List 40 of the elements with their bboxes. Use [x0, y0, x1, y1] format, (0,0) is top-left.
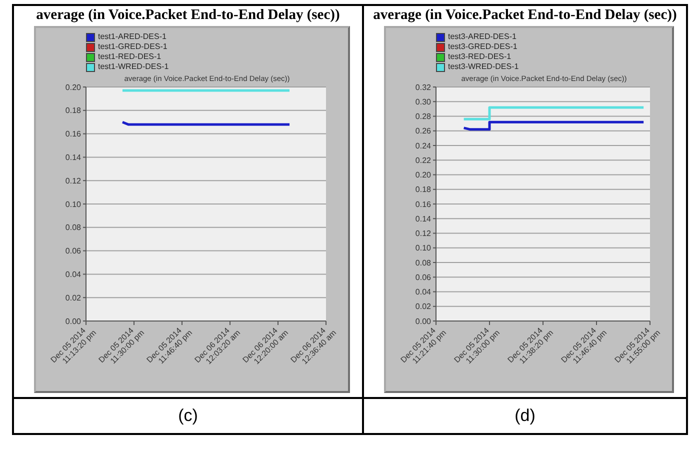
y-tick-label: 0.32	[415, 82, 432, 92]
y-tick-label: 0.14	[415, 214, 432, 224]
legend-label: test3-GRED-DES-1	[447, 42, 518, 52]
text: (d)	[514, 406, 536, 425]
y-tick-label: 0.22	[415, 156, 432, 165]
y-tick-label: 0.26	[415, 126, 432, 136]
y-tick-label: 0.04	[415, 288, 432, 297]
legend-label: test1-WRED-DES-1	[97, 62, 169, 72]
y-tick-label: 0.00	[415, 316, 432, 326]
y-tick-label: 0.18	[65, 106, 82, 116]
y-tick-label: 0.08	[415, 258, 432, 268]
text: (c)	[178, 406, 198, 425]
y-tick-label: 0.20	[415, 170, 432, 180]
legend-label: test1-ARED-DES-1	[97, 32, 168, 42]
legend-label: test3-WRED-DES-1	[447, 62, 519, 72]
chart-title: average (in Voice.Packet End-to-End Delay (sec))	[35, 7, 341, 24]
y-tick-label: 0.18	[415, 185, 432, 194]
y-tick-label: 0.10	[65, 200, 82, 209]
legend-label: test3-ARED-DES-1	[447, 32, 518, 42]
chart-title: average (in Voice.Packet End-to-End Delay (sec))	[372, 7, 678, 24]
y-tick-label: 0.02	[415, 302, 432, 312]
y-tick-label: 0.12	[415, 229, 432, 238]
legend-label: test1-GRED-DES-1	[97, 42, 168, 52]
y-tick-label: 0.06	[415, 272, 432, 282]
y-tick-label: 0.16	[415, 200, 432, 209]
y-tick-label: 0.08	[65, 223, 82, 232]
y-tick-label: 0.28	[415, 112, 432, 122]
y-tick-label: 0.20	[65, 82, 82, 92]
legend-label: test1-RED-DES-1	[97, 52, 162, 62]
y-tick-label: 0.16	[65, 130, 82, 139]
y-tick-label: 0.24	[415, 141, 432, 150]
y-tick-label: 0.06	[65, 246, 82, 256]
y-tick-label: 0.04	[65, 270, 82, 280]
y-tick-label: 0.10	[415, 244, 432, 253]
y-tick-label: 0.02	[65, 293, 82, 302]
legend-label: test3-RED-DES-1	[447, 52, 512, 62]
y-tick-label: 0.12	[65, 176, 82, 186]
y-tick-label: 0.14	[65, 153, 82, 162]
y-tick-label: 0.00	[65, 316, 82, 326]
y-tick-label: 0.30	[415, 97, 432, 106]
